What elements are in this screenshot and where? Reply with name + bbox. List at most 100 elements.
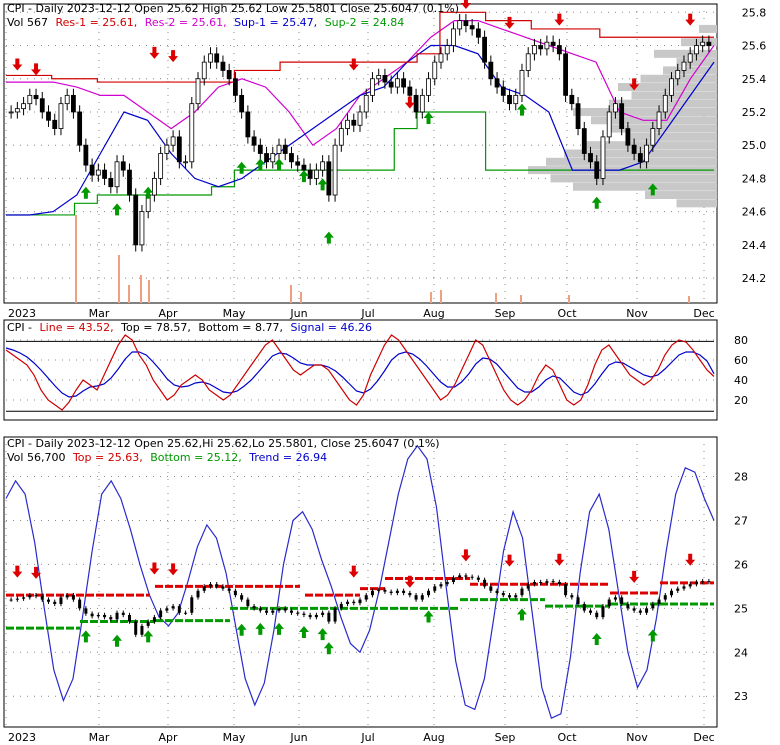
candle-body xyxy=(451,28,456,46)
candle-body xyxy=(382,75,388,83)
candle-body xyxy=(669,78,674,96)
trend-trend-label: Trend = 26.94 xyxy=(248,451,327,464)
volume-profile-bar xyxy=(699,24,717,33)
price-y-tick-label: 24.6 xyxy=(742,206,767,219)
trend-candle-body xyxy=(651,603,655,609)
candle-body xyxy=(95,169,101,176)
trend-candle-body xyxy=(464,575,468,577)
oscillator-panel: 80 60 40 20 CPI - Line = 43.52, Top = 78.57… xyxy=(3,319,748,421)
candle-body xyxy=(388,81,394,88)
trend-line xyxy=(5,444,715,720)
trend-sell-arrow xyxy=(404,575,415,588)
trend-candle-body xyxy=(22,597,26,599)
candle-body xyxy=(438,53,444,63)
trend-candle-body xyxy=(670,590,674,596)
trend-candle-body xyxy=(501,592,505,596)
trend-candle-body xyxy=(215,584,219,587)
volume-profile-bar xyxy=(645,191,717,200)
candle-body xyxy=(519,70,525,96)
volume-profile-bar xyxy=(582,141,717,150)
candle-body xyxy=(46,111,51,121)
volume-bar xyxy=(520,295,522,303)
candle-body xyxy=(239,94,245,113)
trend-candle-body xyxy=(46,599,50,602)
trend-candle-body xyxy=(532,582,536,585)
trend-candle-body xyxy=(676,588,680,591)
trend-candle-body xyxy=(121,612,125,615)
candle-body xyxy=(8,111,14,114)
trend-candle-body xyxy=(146,621,150,626)
trend-buy-arrow xyxy=(274,622,285,635)
candle-body xyxy=(276,144,282,154)
res1-line xyxy=(6,11,714,83)
candle-body xyxy=(563,53,568,96)
trend-candle-body xyxy=(221,586,225,589)
buy-arrow xyxy=(80,186,91,199)
price-panel: 25.8 25.6 25.4 25.2 25.0 24.8 24.6 24.4 24.2 202… xyxy=(3,0,767,320)
osc-top-label: Top = 78.57, xyxy=(120,321,191,334)
candle-body xyxy=(426,78,431,96)
volume-profile-bar xyxy=(573,182,717,191)
candle-body xyxy=(556,45,562,55)
candle-body xyxy=(694,45,699,55)
volume-profile-bar xyxy=(676,199,717,208)
trend-candle-body xyxy=(184,612,188,614)
trend-candle-body xyxy=(601,606,605,618)
price-x-tick-label: Oct xyxy=(557,307,577,320)
trend-candle-body xyxy=(352,601,356,604)
trend-candle-body xyxy=(570,595,574,598)
price-x-ticks: 2023 Mar Apr May Jun Jul Aug Sep Oct Nov Dec xyxy=(8,307,715,320)
candle-body xyxy=(444,45,450,55)
volume-bar xyxy=(75,215,77,303)
trend-candle-body xyxy=(632,608,636,611)
trend-candle-body xyxy=(358,599,362,604)
candle-body xyxy=(133,194,139,246)
candle-body xyxy=(89,164,95,176)
trend-candle-body xyxy=(40,596,44,600)
trend-x-tick-label: Apr xyxy=(158,731,178,744)
trend-candle-body xyxy=(152,617,156,622)
trend-candle-body xyxy=(694,582,698,585)
buy-arrow xyxy=(236,161,247,174)
trend-buy-arrow xyxy=(591,632,602,645)
candle-body xyxy=(108,178,114,188)
trend-candle-body xyxy=(408,592,412,596)
candle-body xyxy=(401,78,407,88)
trend-y-ticks: 28 27 26 25 24 23 xyxy=(734,471,748,704)
trend-candle-body xyxy=(59,597,63,604)
candle-body xyxy=(494,78,500,88)
trend-x-tick-label: Dec xyxy=(693,731,714,744)
trend-candle-body xyxy=(302,613,306,615)
sell-arrow xyxy=(348,58,359,71)
trend-buy-arrow xyxy=(317,628,328,641)
trend-candle-body xyxy=(433,586,437,591)
volume-profile-bar xyxy=(573,107,717,116)
trend-header-line1: CPI - Daily 2023-12-12 Open 25.62,Hi 25.… xyxy=(7,437,440,450)
trend-sell-arrow xyxy=(348,565,359,578)
price-x-tick-label: Jun xyxy=(289,307,307,320)
trend-candle-body xyxy=(663,595,667,600)
trend-candle-body xyxy=(576,597,580,604)
trend-buy-arrow xyxy=(255,622,266,635)
trend-candle-body xyxy=(333,608,337,622)
trend-candle-body xyxy=(508,595,512,598)
candle-body xyxy=(532,45,537,55)
candle-body xyxy=(257,144,263,154)
trend-bottom-label: Bottom = 25.12, xyxy=(150,451,242,464)
buy-arrow xyxy=(274,158,285,171)
candle-body xyxy=(687,53,693,63)
candle-body xyxy=(463,20,469,26)
trend-candle-body xyxy=(645,608,649,613)
price-x-tick-label: Mar xyxy=(89,307,110,320)
price-x-tick-label: Nov xyxy=(626,307,648,320)
trend-candle-body xyxy=(78,599,82,609)
trend-candle-body xyxy=(109,617,113,620)
candle-body xyxy=(21,103,26,110)
trend-candle-body xyxy=(520,588,524,596)
sell-arrow xyxy=(460,0,471,9)
candle-body xyxy=(120,161,126,171)
candle-body xyxy=(33,94,39,100)
candle-body xyxy=(662,94,668,113)
price-x-tick-label: May xyxy=(223,307,246,320)
trend-buy-arrow xyxy=(143,630,154,643)
